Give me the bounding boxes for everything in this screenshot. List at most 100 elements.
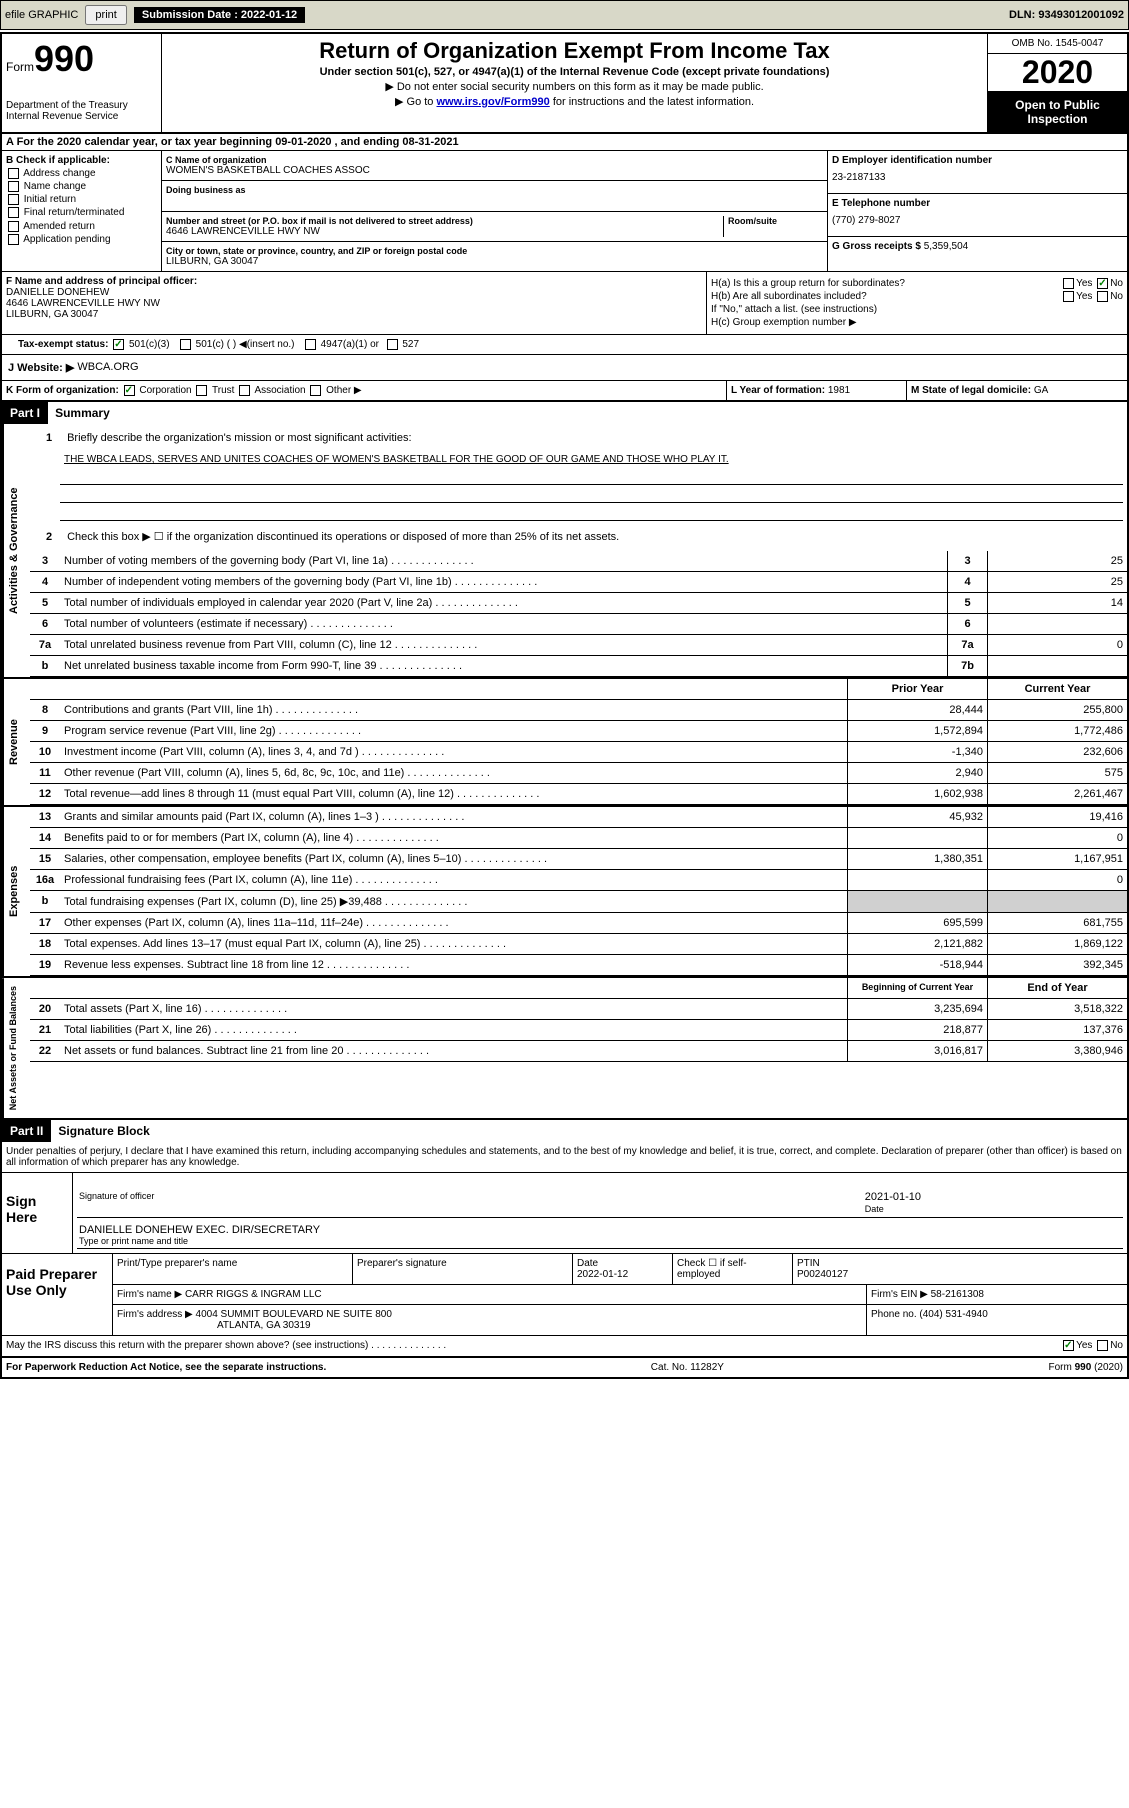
balance-header-row: Beginning of Current Year End of Year [30,978,1127,999]
hb-note: If "No," attach a list. (see instruction… [711,304,1123,315]
chk-name[interactable]: Name change [6,181,157,192]
dba-row: Doing business as [162,181,827,212]
officer-name: DANIELLE DONEHEW [6,287,702,298]
tel-row: E Telephone number (770) 279-8027 [828,194,1127,237]
part1-title: Summary [51,402,114,424]
line2-text: Check this box ▶ ☐ if the organization d… [67,531,619,543]
discuss-no-chk[interactable] [1097,1340,1108,1351]
name-title-line: DANIELLE DONEHEW EXEC. DIR/SECRETARY Typ… [77,1222,1123,1249]
section-fh: F Name and address of principal officer:… [2,272,1127,335]
title-box: Return of Organization Exempt From Incom… [162,34,987,132]
officer-addr: 4646 LAWRENCEVILLE HWY NW [6,298,702,309]
room-label: Room/suite [728,216,823,226]
revenue-content: Prior Year Current Year 8 Contributions … [30,679,1127,805]
officer-city: LILBURN, GA 30047 [6,309,702,320]
discuss-yes: Yes [1076,1341,1092,1352]
tel-val: (770) 279-8027 [832,209,1123,232]
governance-content: 1 Briefly describe the organization's mi… [30,424,1127,677]
firm-ein-cell: Firm's EIN ▶ 58-2161308 [867,1285,1127,1304]
penalty-text: Under penalties of perjury, I declare th… [2,1142,1127,1172]
city-row: City or town, state or province, country… [162,242,827,271]
revenue-lines: 8 Contributions and grants (Part VIII, l… [30,700,1127,805]
part1-header: Part I Summary [2,402,1127,424]
top-section: Form990 Department of the Treasury Inter… [2,34,1127,134]
line1-row: 1 Briefly describe the organization's mi… [30,424,1127,452]
footer-row: For Paperwork Reduction Act Notice, see … [2,1358,1127,1377]
name-label: C Name of organization [166,155,823,165]
part2-title: Signature Block [54,1120,153,1142]
line2-row: 2 Check this box ▶ ☐ if the organization… [30,523,1127,551]
opt-527: 527 [402,339,419,350]
opt-corp: Corporation [139,385,191,396]
chk-initial[interactable]: Initial return [6,194,157,205]
omb-number: OMB No. 1545-0047 [988,34,1127,54]
city-label: City or town, state or province, country… [166,246,823,256]
chk-assoc[interactable] [239,385,250,396]
addr-label: Number and street (or P.O. box if mail i… [166,216,723,226]
line1-label: Briefly describe the organization's miss… [67,432,411,444]
part2-num: Part II [2,1120,51,1142]
chk-final[interactable]: Final return/terminated [6,207,157,218]
sig-officer-line: Signature of officer 2021-01-10Date [77,1189,1123,1218]
table-row: 12 Total revenue—add lines 8 through 11 … [30,784,1127,805]
chk-501c[interactable] [180,339,191,350]
tax-exempt-row: Tax-exempt status: 501(c)(3) 501(c) ( ) … [2,335,1127,355]
end-year-hdr: End of Year [987,978,1127,998]
print-button[interactable]: print [85,5,126,25]
table-row: 18 Total expenses. Add lines 13–17 (must… [30,934,1127,955]
prep-row-3: Firm's address ▶ 4004 SUMMIT BOULEVARD N… [113,1305,1127,1335]
balance-lines: 20 Total assets (Part X, line 16) 3,235,… [30,999,1127,1062]
gross-label: G Gross receipts $ [832,241,921,252]
firm-phone-cell: Phone no. (404) 531-4940 [867,1305,1127,1335]
chk-other[interactable] [310,385,321,396]
dln: DLN: 93493012001092 [1009,9,1124,21]
chk-address[interactable]: Address change [6,168,157,179]
org-addr: 4646 LAWRENCEVILLE HWY NW [166,226,723,237]
org-city: LILBURN, GA 30047 [166,256,823,267]
website-label: J Website: ▶ [8,361,74,374]
kml-row: K Form of organization: Corporation Trus… [2,381,1127,402]
table-row: 3 Number of voting members of the govern… [30,551,1127,572]
chk-527[interactable] [387,339,398,350]
tel-label: E Telephone number [832,198,1123,209]
form-container: Form990 Department of the Treasury Inter… [0,32,1129,1379]
l-val: 1981 [828,385,850,396]
k-box: K Form of organization: Corporation Trus… [2,381,727,400]
addr-row: Number and street (or P.O. box if mail i… [162,212,827,242]
ein-label: D Employer identification number [832,155,1123,166]
section-h: H(a) Is this a group return for subordin… [707,272,1127,334]
balances-section: Net Assets or Fund Balances Beginning of… [2,978,1127,1120]
tax-year: 2020 [988,54,1127,92]
opt-trust: Trust [212,385,234,396]
dba-label: Doing business as [166,185,823,195]
footer-right: Form 990 (2020) [1049,1362,1124,1373]
opt-501c3: 501(c)(3) [129,339,170,350]
irs-link[interactable]: www.irs.gov/Form990 [436,96,549,108]
instr2-post: for instructions and the latest informat… [550,96,754,108]
beg-year-hdr: Beginning of Current Year [847,978,987,998]
table-row: 6 Total number of volunteers (estimate i… [30,614,1127,635]
chk-pending[interactable]: Application pending [6,234,157,245]
m-label: M State of legal domicile: [911,385,1031,396]
footer-left: For Paperwork Reduction Act Notice, see … [6,1362,326,1373]
blank-line-3 [60,505,1123,521]
discuss-row: May the IRS discuss this return with the… [2,1336,1127,1357]
sig-date-label: Date [865,1204,884,1214]
header-grid: B Check if applicable: Address change Na… [2,151,1127,272]
sign-content: Signature of officer 2021-01-10Date DANI… [72,1173,1127,1253]
l-box: L Year of formation: 1981 [727,381,907,400]
revenue-section: Revenue Prior Year Current Year 8 Contri… [2,679,1127,807]
sig-date-val: 2021-01-10 [865,1191,921,1203]
table-row: 19 Revenue less expenses. Subtract line … [30,955,1127,976]
chk-501c3[interactable] [113,339,124,350]
m-val: GA [1034,385,1048,396]
chk-corp[interactable] [124,385,135,396]
instr2-pre: ▶ Go to [395,96,436,108]
chk-trust[interactable] [196,385,207,396]
col-d: D Employer identification number 23-2187… [827,151,1127,271]
discuss-yes-chk[interactable] [1063,1340,1074,1351]
chk-4947[interactable] [305,339,316,350]
chk-amended[interactable]: Amended return [6,221,157,232]
name-title-label: Type or print name and title [79,1236,320,1246]
sign-here-row: Sign Here Signature of officer 2021-01-1… [2,1172,1127,1254]
